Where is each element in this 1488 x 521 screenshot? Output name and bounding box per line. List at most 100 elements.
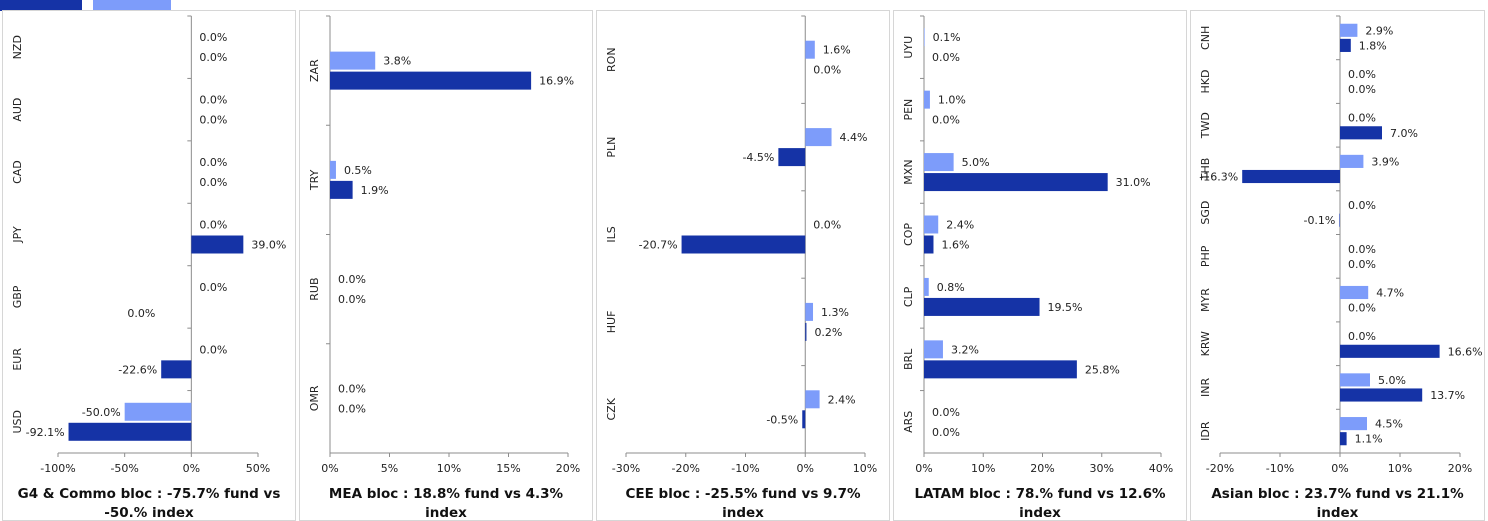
category-label: COP [902,223,915,246]
chart-panel-asian: -20% -10% 0% 10% 20% IDR 4.5% 1.1% INR 5.0% 13.7% K… [1190,10,1485,521]
bar [1340,154,1364,168]
data-label: 0.0% [199,114,227,127]
mea-bar-chart: 0% 5% 10% 15% 20% OMR 0.0% 0.0% RUB 0.0% 0.0% TRY 0.… [308,15,580,475]
category-label: AUD [11,98,24,122]
latam-bar-chart: 0% 10% 20% 30% 40% ARS 0.0% 0.0% BRL 3.2% 25.8% CLP… [902,15,1173,475]
x-tick-label: -20% [1206,462,1234,475]
chart-title: LATAM bloc : 78.% fund vs 12.6% index [914,486,1166,521]
x-tick-label: 20% [1030,462,1054,475]
data-label: -92.1% [26,426,65,439]
category-label: EUR [11,348,24,371]
category-label: NZD [11,35,24,59]
bar [1340,373,1370,387]
category-label: TWD [1199,112,1212,139]
data-label: 0.0% [932,114,960,127]
data-label: 0.2% [814,326,842,339]
x-tick-label: 20% [556,462,580,475]
x-tick-label: 10% [1388,462,1412,475]
category-label: RON [605,47,618,72]
data-label: 19.5% [1048,301,1083,314]
bar [124,402,192,421]
data-label: 0.0% [338,273,366,286]
data-label: -0.5% [766,413,798,426]
g4-commo-bar-chart: -100% -50% 0% 50% USD -50.0% -92.1% EUR 0.0% -22.… [11,15,286,475]
x-tick-label: 0% [1331,462,1348,475]
data-label: 16.6% [1448,345,1483,358]
data-label: -20.7% [639,239,678,252]
legend-index-swatch [93,0,171,11]
category-label: TRY [308,169,321,191]
data-label: 0.0% [1348,243,1376,256]
bar [805,322,807,341]
data-label: 0.0% [813,64,841,77]
bar [191,235,244,254]
x-tick-label: 0% [183,462,200,475]
category-label: INR [1199,378,1212,397]
data-label: 2.4% [828,393,856,406]
data-label: 0.0% [932,426,960,439]
data-label: 0.0% [1348,258,1376,271]
bar [161,360,192,379]
x-tick-label: 0% [321,462,338,475]
x-tick-label: 40% [1149,462,1173,475]
category-label: BRL [902,348,915,370]
category-label: OMR [308,385,321,411]
x-tick-label: 50% [246,462,270,475]
x-tick-label: 0% [797,462,814,475]
category-label: PEN [902,99,915,121]
bar [1242,169,1340,184]
x-tick-label: 0% [915,462,932,475]
x-tick-label: -30% [612,462,640,475]
data-label: 4.7% [1376,286,1404,299]
data-label: -16.3% [1199,171,1238,184]
chart-title: G4 & Commo bloc : -75.7% fund vs -50.% i… [17,486,281,521]
bar [805,40,815,59]
bar [802,410,806,429]
data-label: 2.9% [1365,24,1393,37]
category-label: ARS [902,411,915,433]
data-label: 1.0% [938,94,966,107]
data-label: 1.6% [941,239,969,252]
bar [681,235,806,254]
data-label: 0.0% [1348,112,1376,125]
data-label: 0.0% [1348,83,1376,96]
bar [924,28,925,47]
bar [1339,213,1340,227]
data-label: 0.1% [933,31,961,44]
data-label: 0.0% [199,281,227,294]
bar [924,340,943,359]
category-label: ZAR [308,59,321,82]
data-label: 0.0% [1348,68,1376,81]
data-label: 0.0% [199,343,227,356]
data-label: 0.0% [338,402,366,415]
category-label: CZK [605,397,618,420]
bar [924,297,1040,316]
bar [330,51,376,70]
data-label: 39.0% [251,239,286,252]
chart-title: Asian bloc : 23.7% fund vs 21.1% index [1211,486,1464,521]
data-label: 25.8% [1085,363,1120,376]
asian-bar-chart: -20% -10% 0% 10% 20% IDR 4.5% 1.1% INR 5.0% 13.7% K… [1199,15,1483,475]
chart-panel-latam: 0% 10% 20% 30% 40% ARS 0.0% 0.0% BRL 3.2% 25.8% CLP… [893,10,1187,521]
bar [330,71,532,90]
chart-panel-g4-commo: -100% -50% 0% 50% USD -50.0% -92.1% EUR 0.0% -22.… [2,10,296,521]
x-tick-label: -10% [731,462,759,475]
bar [924,277,929,296]
category-label: ILS [605,226,618,242]
data-label: 0.0% [199,31,227,44]
data-label: 16.9% [539,75,574,88]
x-tick-label: 10% [971,462,995,475]
category-label: PHP [1199,245,1212,267]
data-label: 0.0% [932,51,960,64]
data-label: 0.0% [199,176,227,189]
x-tick-label: -10% [1266,462,1294,475]
bar [1340,344,1440,358]
chart-title: MEA bloc : 18.8% fund vs 4.3% index [328,486,564,521]
category-label: RUB [308,278,321,301]
bar [924,235,934,254]
data-label: 3.2% [951,343,979,356]
legend-fund-swatch [0,0,82,11]
bar [1340,38,1351,52]
data-label: 4.4% [840,131,868,144]
data-label: 0.0% [932,406,960,419]
